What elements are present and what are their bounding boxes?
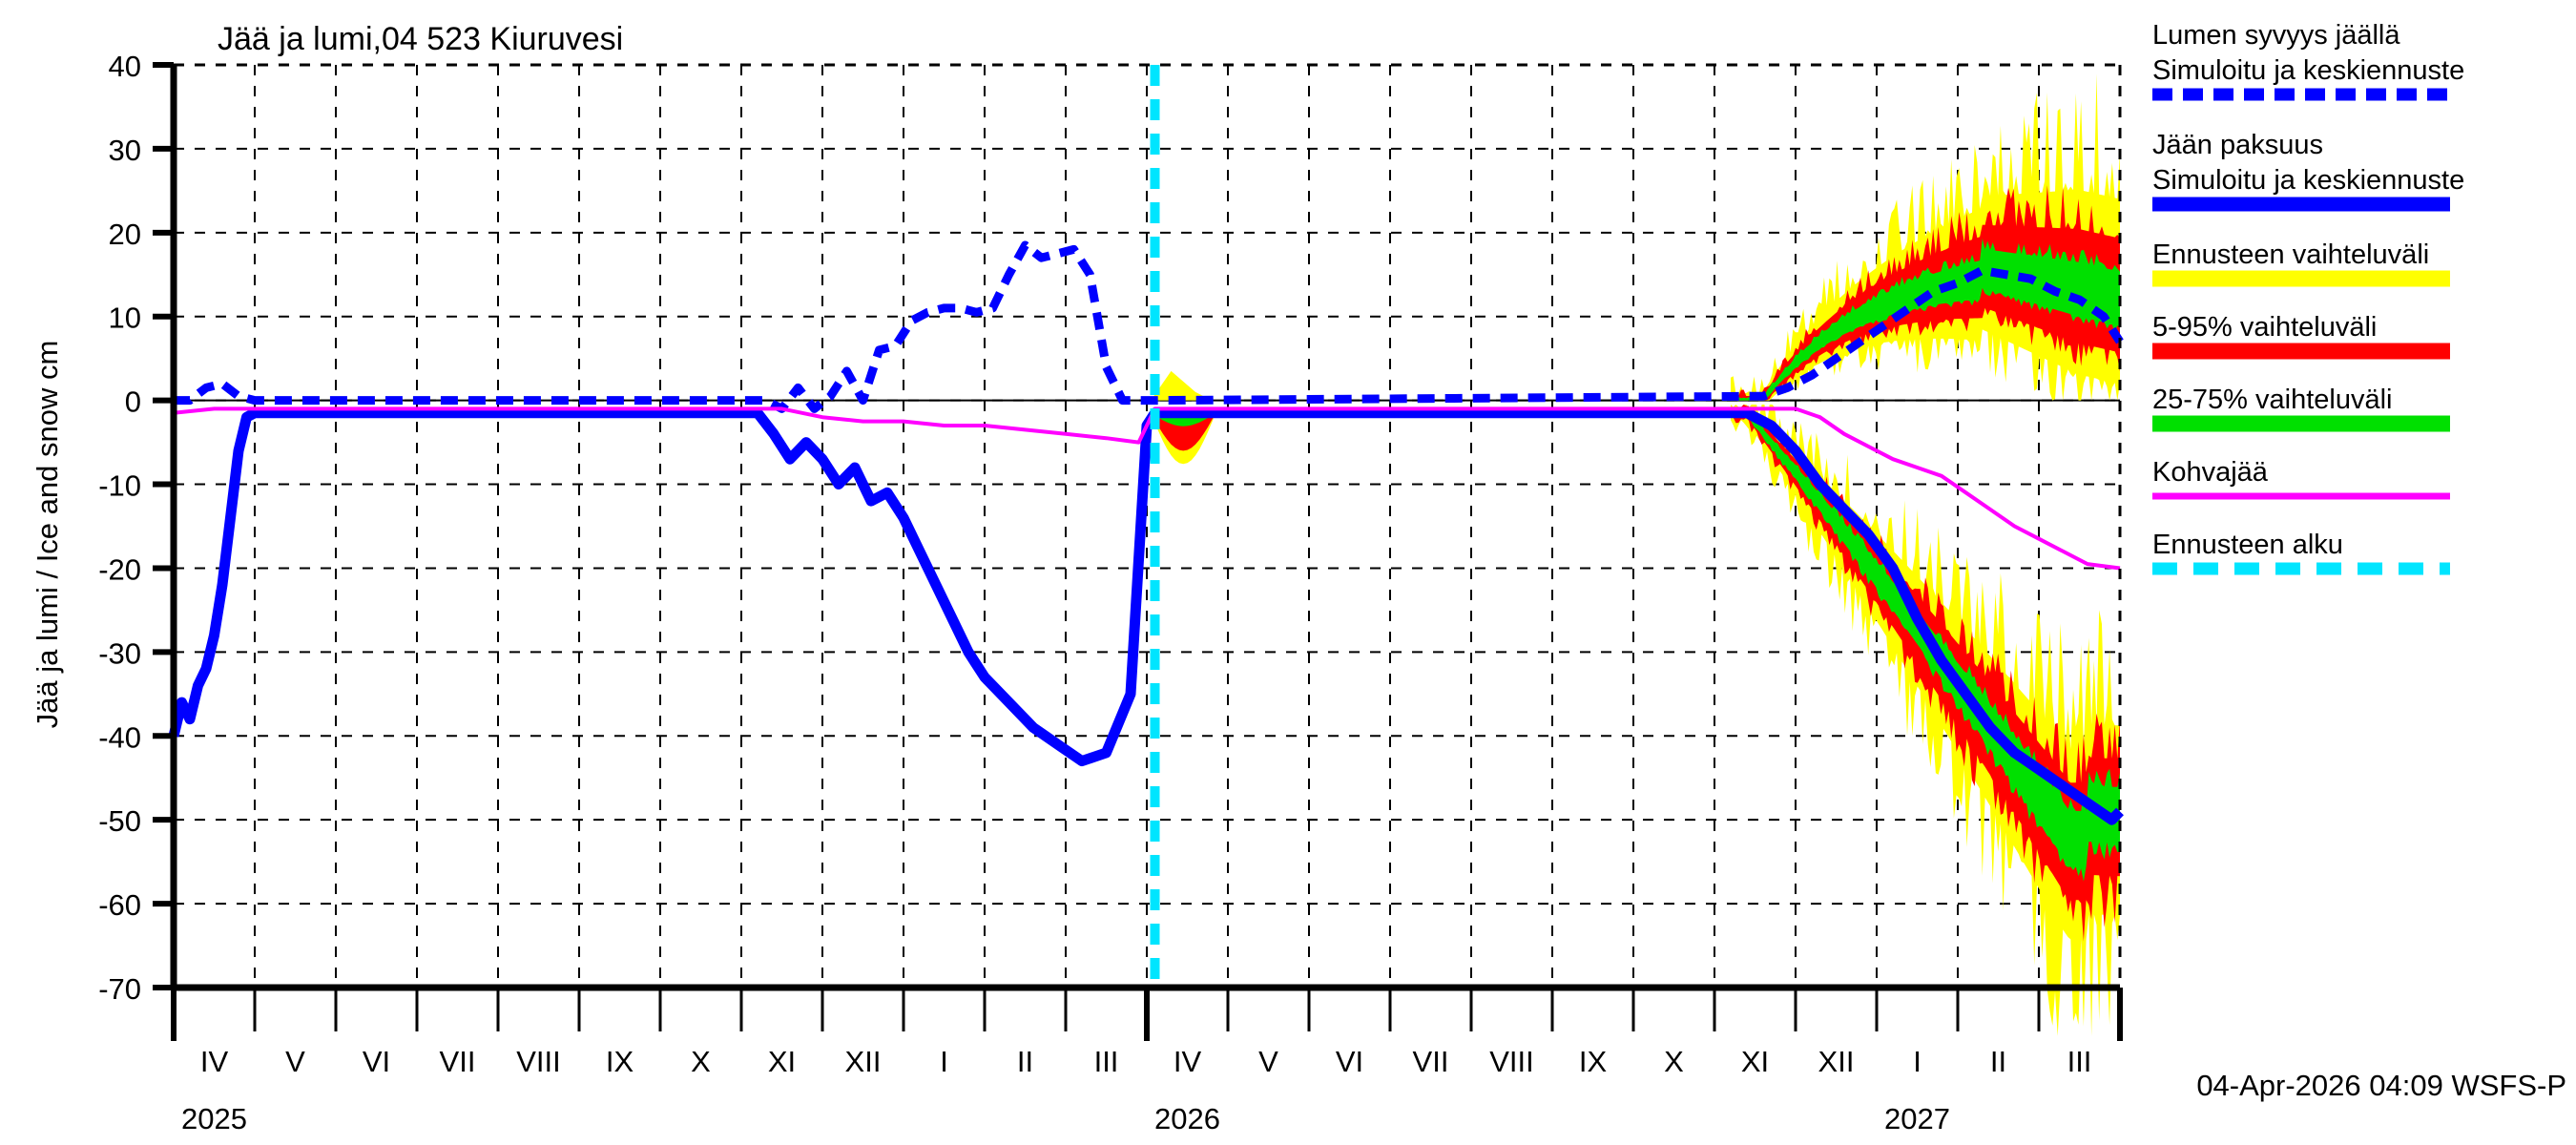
x-tick-label: VIII xyxy=(516,1045,561,1078)
legend-item-title: 5-95% vaihteluväli xyxy=(2152,312,2377,343)
x-tick-label: V xyxy=(285,1045,305,1078)
x-tick-labels: IV V VI VII VIII IX X XI XII I II III IV V VI VII VIII IX… xyxy=(200,1045,2092,1078)
x-year-labels: 2025 2026 2027 xyxy=(181,1102,1950,1135)
x-tick-label: II xyxy=(1990,1045,2006,1078)
x-tick-label: XI xyxy=(1741,1045,1769,1078)
x-tick-label: III xyxy=(1094,1045,1119,1078)
y-tick-label: -30 xyxy=(98,636,141,670)
x-year-label: 2027 xyxy=(1884,1102,1950,1135)
legend-item-title: Ennusteen vaihteluväli xyxy=(2152,239,2429,270)
x-year-label: 2026 xyxy=(1154,1102,1220,1135)
legend-item-title: Kohvajää xyxy=(2152,457,2269,488)
y-axis-label: Jää ja lumi / Ice and snow cm xyxy=(31,341,64,729)
timestamp-label: 04-Apr-2026 04:09 WSFS-P xyxy=(2196,1069,2566,1102)
y-tick-label: 10 xyxy=(109,302,141,335)
x-tick-label: XII xyxy=(1818,1045,1855,1078)
y-tick-label: 20 xyxy=(109,218,141,251)
x-tick-label: VI xyxy=(363,1045,390,1078)
y-tick-label: -50 xyxy=(98,804,141,838)
x-tick-label: X xyxy=(691,1045,711,1078)
x-tick-label: VIII xyxy=(1489,1045,1534,1078)
legend-item-title: Jään paksuus xyxy=(2152,130,2323,160)
y-tick-label: -40 xyxy=(98,720,141,754)
x-tick-label: III xyxy=(2067,1045,2092,1078)
x-tick-label: VI xyxy=(1336,1045,1363,1078)
y-tick-label: -70 xyxy=(98,972,141,1006)
x-tick-label: IX xyxy=(606,1045,634,1078)
x-tick-label: II xyxy=(1017,1045,1033,1078)
x-tick-label: IX xyxy=(1579,1045,1608,1078)
legend-item-title: 25-75% vaihteluväli xyxy=(2152,385,2392,415)
x-tick-label: V xyxy=(1258,1045,1278,1078)
legend-item-subtitle: Simuloitu ja keskiennuste xyxy=(2152,165,2464,196)
chart-title: Jää ja lumi,04 523 Kiuruvesi xyxy=(218,21,623,57)
y-tick-label: 0 xyxy=(125,385,141,419)
x-tick-label: XI xyxy=(768,1045,796,1078)
y-tick-label: 30 xyxy=(109,134,141,167)
x-tick-label: IV xyxy=(200,1045,229,1078)
y-tick-label: -60 xyxy=(98,888,141,922)
x-tick-label: XII xyxy=(845,1045,882,1078)
x-tick-label: IV xyxy=(1174,1045,1202,1078)
x-tick-label: VII xyxy=(440,1045,476,1078)
legend-item-subtitle: Simuloitu ja keskiennuste xyxy=(2152,55,2464,86)
y-tick-label: -10 xyxy=(98,469,141,503)
legend-item-title: Ennusteen alku xyxy=(2152,530,2343,560)
chart-legend: Lumen syvyys jäällä Simuloitu ja keskienn… xyxy=(2152,20,2464,575)
x-tick-label: I xyxy=(940,1045,948,1078)
x-tick-label: VII xyxy=(1413,1045,1449,1078)
data-series xyxy=(168,240,2124,825)
legend-item-title: Lumen syvyys jäällä xyxy=(2152,20,2400,51)
plot-frame xyxy=(153,62,2123,1041)
x-tick-label: X xyxy=(1664,1045,1684,1078)
y-tick-label: -20 xyxy=(98,552,141,586)
x-year-label: 2025 xyxy=(181,1102,247,1135)
y-tick-label: 40 xyxy=(109,50,141,83)
y-tick-labels: 40 30 20 10 0 -10 -20 -30 -40 -50 -60 -70 xyxy=(98,50,141,1006)
x-tick-label: I xyxy=(1913,1045,1922,1078)
